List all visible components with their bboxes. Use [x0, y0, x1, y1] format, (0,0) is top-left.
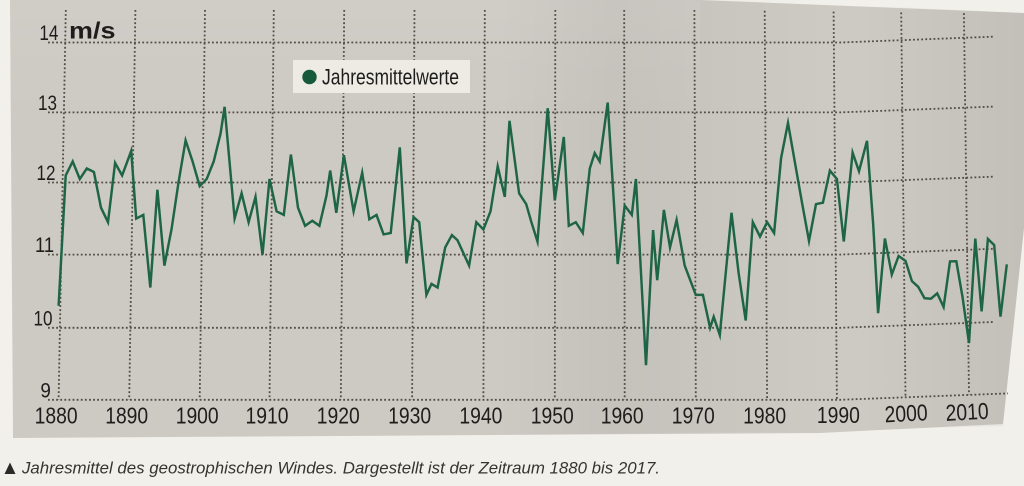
svg-text:1900: 1900: [176, 403, 219, 429]
svg-text:1940: 1940: [459, 403, 502, 429]
svg-text:1890: 1890: [105, 403, 148, 429]
svg-text:1970: 1970: [672, 403, 715, 429]
svg-text:1910: 1910: [246, 403, 289, 429]
svg-text:2000: 2000: [884, 399, 928, 427]
svg-text:1960: 1960: [601, 403, 644, 429]
svg-text:14: 14: [39, 22, 58, 45]
svg-text:10: 10: [34, 307, 53, 330]
svg-text:12: 12: [37, 162, 56, 185]
svg-text:9: 9: [40, 379, 51, 402]
svg-text:1920: 1920: [317, 403, 360, 429]
svg-text:11: 11: [35, 234, 54, 257]
svg-text:1950: 1950: [531, 403, 574, 429]
svg-text:m/s: m/s: [69, 18, 116, 44]
svg-text:2010: 2010: [945, 398, 989, 426]
svg-text:Jahresmittel des geostrophisch: Jahresmittel des geostrophischen Windes.…: [21, 460, 660, 478]
svg-text:1930: 1930: [388, 403, 431, 429]
svg-text:13: 13: [38, 92, 57, 115]
svg-text:1880: 1880: [35, 403, 78, 429]
svg-text:1980: 1980: [743, 403, 786, 429]
svg-text:1990: 1990: [817, 402, 860, 428]
svg-text:Jahresmittelwerte: Jahresmittelwerte: [322, 65, 459, 90]
